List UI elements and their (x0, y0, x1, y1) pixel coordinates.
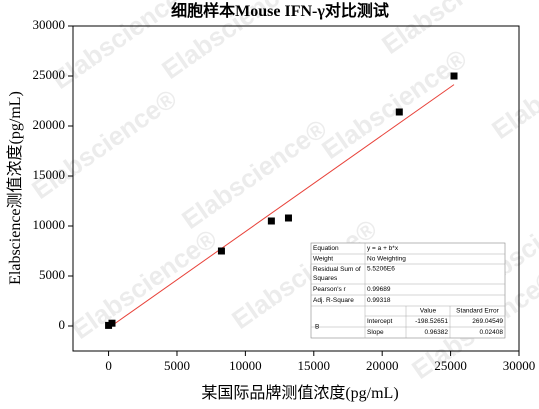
fit-line (108, 84, 455, 329)
table-error: 269.04549 (472, 318, 503, 325)
table-value: No Weighting (367, 256, 406, 263)
watermark: Elabscience® (316, 43, 472, 165)
table-header: Value (420, 308, 437, 315)
table-value: 0.99318 (367, 297, 391, 304)
y-axis-label: Elabscience测值浓度(pg/mL) (6, 91, 24, 285)
y-tick-label: 25000 (33, 67, 66, 82)
y-tick-label: 30000 (33, 17, 66, 32)
table-value: 0.99689 (367, 286, 391, 293)
table-label: Adj. R-Square (313, 297, 354, 304)
fit-table: Equation y = a + b*x Weight No Weighting Res… (310, 242, 506, 339)
x-tick-label: 25000 (434, 358, 467, 373)
x-axis-label: 某国际品牌测值浓度(pg/mL) (201, 384, 398, 402)
y-tick-label: 20000 (33, 117, 66, 132)
table-error: 0.02408 (480, 329, 504, 336)
table-value: -198.52651 (415, 318, 448, 325)
table-param: Slope (367, 329, 384, 336)
table-param: Intercept (367, 318, 392, 325)
point (284, 214, 292, 222)
point (108, 319, 116, 327)
x-tick-label: 30000 (503, 358, 536, 373)
plot-frame (72, 25, 520, 352)
chart-title: 细胞样本Mouse IFN-γ对比测试 (171, 1, 389, 20)
y-tick-label: 10000 (33, 217, 66, 232)
watermark: Elabscience® (486, 23, 539, 145)
table-bg (310, 242, 506, 339)
point (395, 108, 403, 116)
y-tick-label: 15000 (33, 167, 66, 182)
x-tick-label: 5000 (164, 358, 190, 373)
table-value: y = a + b*x (367, 245, 399, 252)
y-tick-label: 0 (59, 317, 66, 332)
x-tick-label: 0 (105, 358, 112, 373)
table-label: Residual Sum of Squares (313, 266, 361, 282)
watermark: Elabscience® (176, 113, 332, 235)
watermark: Elabscience® (66, 223, 222, 345)
table-value: 0.96382 (425, 329, 449, 336)
table-label: Equation (313, 245, 339, 252)
point (267, 217, 275, 225)
x-tick-label: 20000 (366, 358, 399, 373)
table-label: Pearson's r (313, 286, 347, 293)
x-tick-label: 10000 (229, 358, 262, 373)
table-label: Weight (313, 256, 333, 263)
table-group: B (315, 324, 319, 331)
x-tick-label: 15000 (298, 358, 331, 373)
point (450, 72, 458, 80)
point (217, 247, 225, 255)
y-tick-label: 5000 (39, 267, 65, 282)
table-header: Standard Error (456, 308, 499, 315)
watermark: Elabscience® (26, 83, 182, 205)
table-value: 5.5206E6 (367, 266, 395, 273)
